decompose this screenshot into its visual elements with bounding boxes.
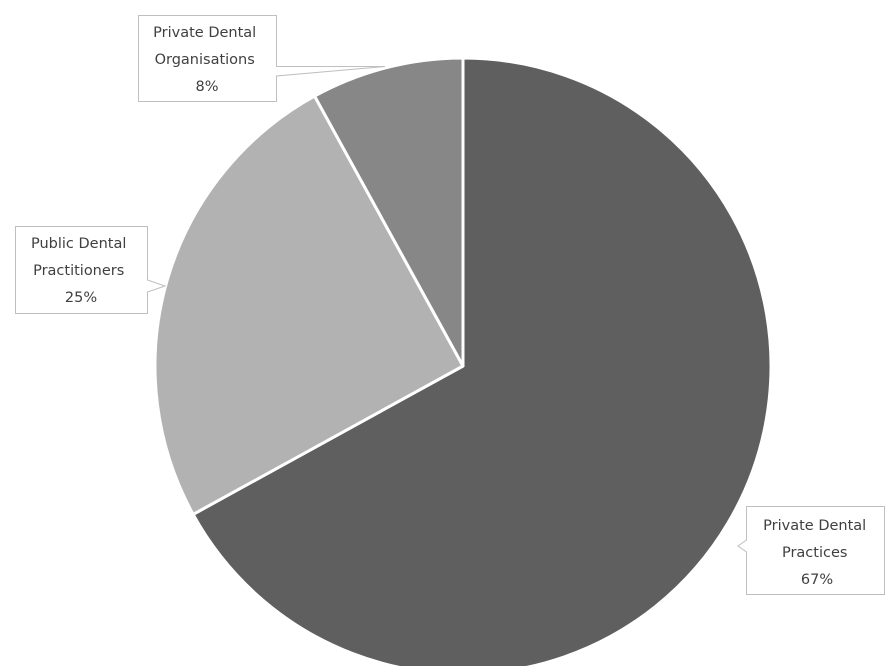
slice-percent-label: 8% [195, 79, 218, 95]
callout-private-dental-practices: Private Dental Practices 67% [737, 506, 885, 595]
slice-label-line: Private Dental [153, 25, 256, 41]
slice-percent-label: 67% [801, 572, 833, 588]
callout-box-public-dental-practitioners [15, 226, 167, 314]
callout-public-dental-practitioners: Public Dental Practitioners 25% [15, 226, 167, 314]
data-label-callouts: Private Dental Practices 67% Public Dent… [15, 15, 885, 595]
slice-label-line: Practices [782, 545, 847, 561]
pie-slice-public-dental-practitioners [153, 94, 465, 516]
slice-label-line: Public Dental [31, 236, 126, 252]
callout-text-public-dental-practitioners: Public Dental Practitioners 25% [31, 236, 131, 306]
pie-slices [153, 56, 773, 666]
callout-box-private-dental-organisations [138, 15, 386, 102]
callout-text-private-dental-organisations: Private Dental Organisations 8% [153, 25, 261, 95]
pie-slice-private-dental-practices [191, 56, 773, 666]
callout-text-private-dental-practices: Private Dental Practices 67% [763, 518, 871, 588]
pie-slice-private-dental-organisations [313, 56, 465, 368]
slice-label-line: Practitioners [33, 263, 124, 279]
slice-label-line: Private Dental [763, 518, 866, 534]
callout-private-dental-organisations: Private Dental Organisations 8% [138, 15, 386, 102]
slice-percent-label: 25% [65, 290, 97, 306]
slice-label-line: Organisations [155, 52, 255, 68]
